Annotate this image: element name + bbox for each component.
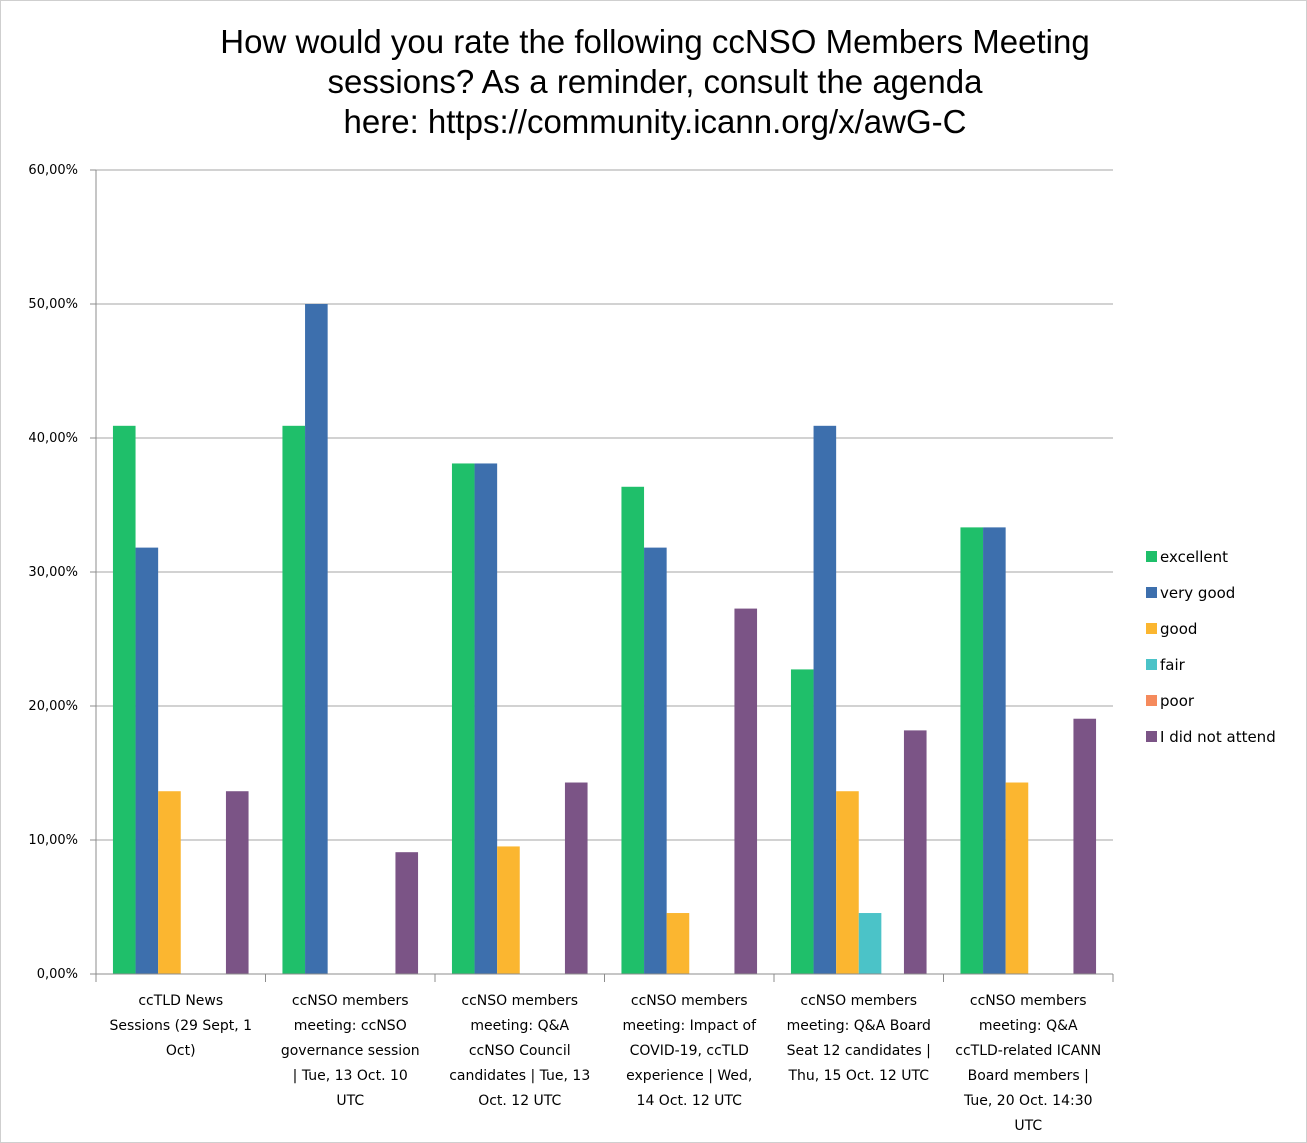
bar-very-good [983,527,1006,974]
bar-good [666,913,690,974]
bar-very-good [135,547,159,974]
chart-title-line-3: here: https://community.icann.org/x/awG-… [343,103,967,140]
bar-good [158,791,181,974]
legend-swatch [1146,623,1157,634]
x-axis: ccTLD News Sessions (29 Sept, 1 Oct) ccNSO … [95,973,1114,1134]
y-axis: 0,00% 10,00% 20,00% 30,00% 40,00% 50,00% 60,00… [28,163,97,982]
x-tick-label: ccTLD News Sessions (29 Sept, 1 Oct) [109,993,252,1059]
legend-label: I did not attend [1160,728,1276,746]
bar-excellent [621,486,645,974]
legend-label: good [1160,620,1197,638]
chart-title: How would you rate the following ccNSO M… [100,22,1210,142]
legend-label: excellent [1160,548,1228,566]
x-tick-label: ccNSO members meeting: Q&A ccTLD-related I… [955,993,1101,1134]
bar-good [836,791,859,974]
bar-excellent [282,425,306,974]
bar-good [1005,782,1029,974]
bar-excellent [790,669,814,974]
legend-swatch [1146,731,1157,742]
y-tick-label: 20,00% [28,699,78,714]
legend-swatch [1146,551,1157,562]
bar-very-good [305,304,328,974]
bar-very-good [474,463,498,974]
bars [112,304,1097,974]
y-tick-label: 10,00% [28,833,78,848]
bar-good [497,846,520,974]
bar-excellent [112,425,136,974]
legend-label: very good [1160,584,1235,602]
bar-i-did-not-attend [564,782,588,974]
x-tick-label: ccNSO members meeting: Q&A ccNSO Council ca… [449,993,590,1109]
bar-i-did-not-attend [1073,718,1097,974]
bar-very-good [813,425,837,974]
chart-title-line-2: sessions? As a reminder, consult the age… [327,63,983,100]
bar-excellent [960,527,984,974]
legend-label: poor [1160,692,1195,710]
y-tick-label: 30,00% [28,565,78,580]
bar-fair [858,913,882,974]
bar-i-did-not-attend [395,852,419,974]
legend: excellent very good good fair poor I did not … [1146,548,1276,746]
bar-very-good [644,547,667,974]
x-tick-label: ccNSO members meeting: Q&A Board Seat 12 c… [787,993,931,1084]
y-tick-label: 40,00% [28,431,78,446]
chart-title-line-1: How would you rate the following ccNSO M… [220,23,1090,60]
bar-i-did-not-attend [225,791,249,974]
y-tick-label: 60,00% [28,163,78,178]
legend-swatch [1146,659,1157,670]
y-tick-label: 50,00% [28,297,78,312]
bar-excellent [451,463,475,974]
x-tick-label: ccNSO members meeting: ccNSO governance se… [281,993,420,1109]
legend-swatch [1146,587,1157,598]
legend-label: fair [1160,656,1186,674]
bar-i-did-not-attend [903,730,927,974]
bar-i-did-not-attend [734,608,758,974]
x-tick-label: ccNSO members meeting: Impact of COVID-19,… [622,993,757,1109]
y-tick-label: 0,00% [37,967,78,982]
legend-swatch [1146,695,1157,706]
